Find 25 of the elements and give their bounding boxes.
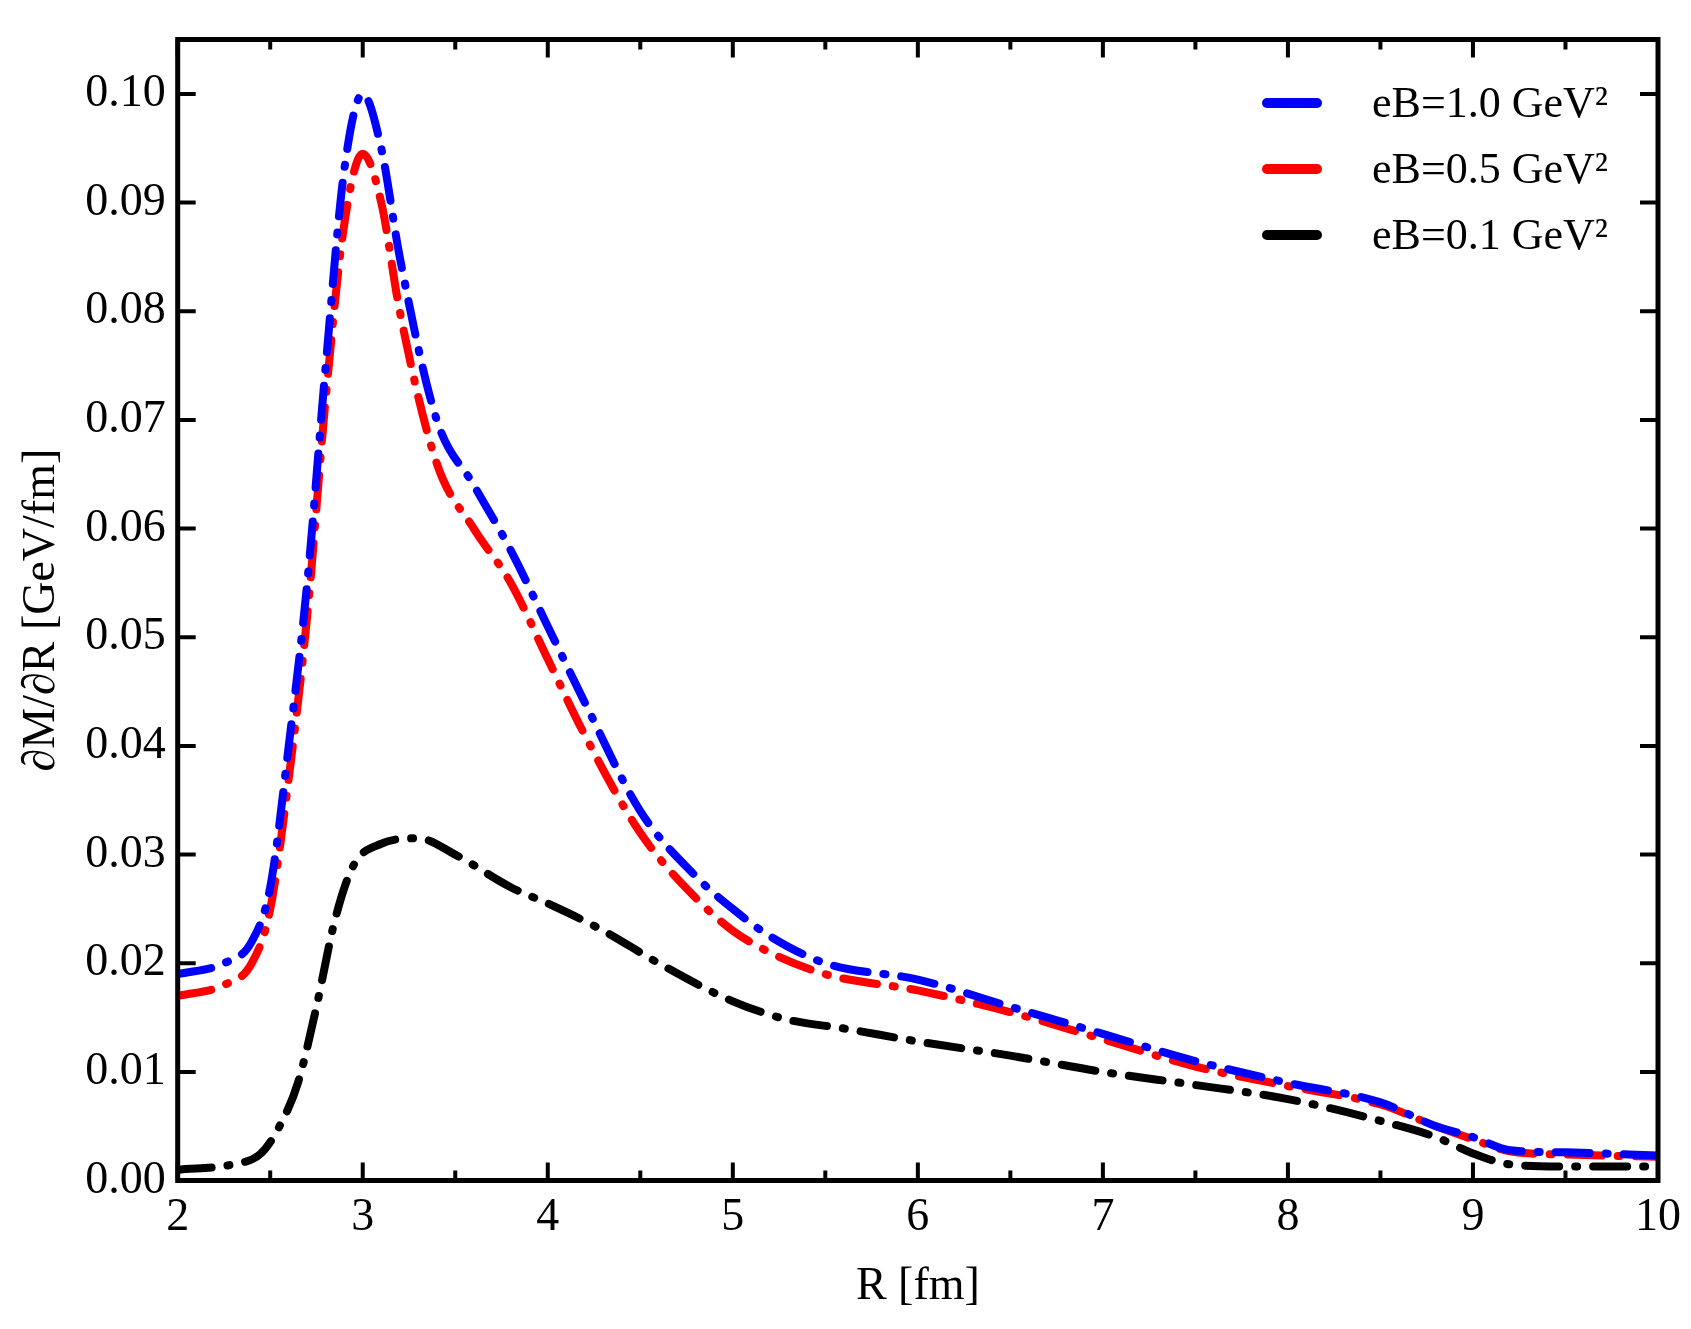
y-tick-label: 0.02 — [85, 934, 166, 986]
y-tick-label: 0.03 — [85, 825, 166, 877]
x-tick-label: 9 — [1461, 1189, 1485, 1241]
x-tick-label: 8 — [1276, 1189, 1300, 1241]
x-tick-label: 2 — [166, 1189, 190, 1241]
y-tick-label: 0.08 — [85, 282, 166, 334]
y-tick-label: 0.06 — [85, 499, 166, 551]
legend-label: eB=0.1 GeV² — [1372, 208, 1608, 261]
legend-label: eB=1.0 GeV² — [1372, 76, 1608, 129]
y-tick-label: 0.07 — [85, 391, 166, 443]
y-tick-label: 0.09 — [85, 173, 166, 225]
y-tick-label: 0.00 — [85, 1151, 166, 1203]
x-tick-label: 7 — [1091, 1189, 1115, 1241]
y-axis-title: ∂M/∂R [GeV/fm] — [12, 448, 64, 772]
legend-label: eB=0.5 GeV² — [1372, 142, 1608, 195]
y-tick-label: 0.10 — [85, 65, 166, 117]
y-tick-label: 0.04 — [85, 717, 166, 769]
x-tick-label: 10 — [1635, 1189, 1681, 1241]
x-tick-label: 3 — [351, 1189, 375, 1241]
x-tick-label: 6 — [906, 1189, 930, 1241]
y-tick-label: 0.01 — [85, 1043, 166, 1095]
y-tick-label: 0.05 — [85, 608, 166, 660]
x-axis-title: R [fm] — [855, 1258, 980, 1310]
x-tick-label: 4 — [536, 1189, 560, 1241]
x-tick-label: 5 — [721, 1189, 745, 1241]
